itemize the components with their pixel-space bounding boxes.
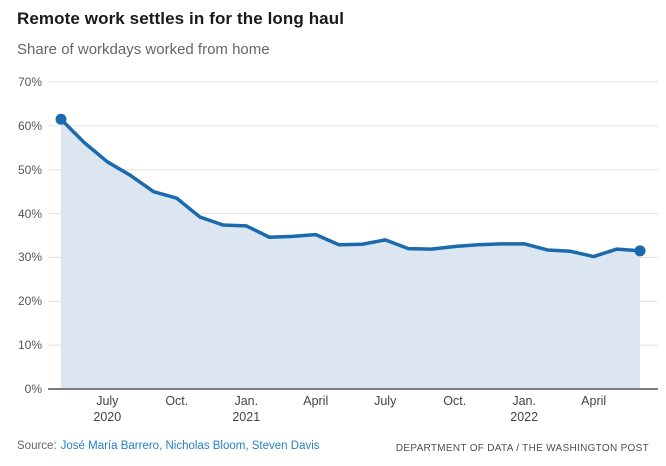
chart-title: Remote work settles in for the long haul xyxy=(17,9,345,28)
y-axis-tick-label: 30% xyxy=(17,250,42,265)
area-fill xyxy=(61,119,640,390)
x-tick-month: April xyxy=(303,394,329,408)
x-axis-tick-label: Jan. 2021 xyxy=(211,393,281,425)
x-tick-year: 2020 xyxy=(93,410,122,424)
source-link[interactable]: José María Barrero xyxy=(60,440,160,452)
x-tick-month: April xyxy=(581,394,607,408)
x-tick-month: Oct. xyxy=(165,394,189,408)
x-axis-tick-label: July xyxy=(350,393,420,409)
y-axis-tick-label: 40% xyxy=(17,206,42,221)
x-axis-tick-label: Oct. xyxy=(420,393,490,409)
x-axis-tick-label: Jan. 2022 xyxy=(489,393,559,425)
x-axis-tick-label: April xyxy=(559,393,629,409)
x-tick-month: July xyxy=(96,394,119,408)
endpoint-marker xyxy=(634,245,646,257)
source-label: Source: xyxy=(17,440,57,452)
source-separator: , xyxy=(159,440,166,452)
x-tick-year: 2022 xyxy=(510,410,539,424)
source-line: Source: José María Barrero, Nicholas Bloo… xyxy=(17,440,320,452)
x-tick-month: Oct. xyxy=(443,394,467,408)
chart-subtitle: Share of workdays worked from home xyxy=(17,41,270,58)
source-link[interactable]: Steven Davis xyxy=(251,440,320,452)
source-authors: José María Barrero, Nicholas Bloom, Stev… xyxy=(61,440,320,452)
trend-line xyxy=(59,117,642,259)
y-axis-tick-label: 50% xyxy=(17,162,42,177)
x-axis-tick-label: Oct. xyxy=(142,393,212,409)
source-link[interactable]: Nicholas Bloom xyxy=(165,440,246,452)
x-axis-tick-label: July 2020 xyxy=(72,393,142,425)
y-axis-tick-label: 10% xyxy=(17,338,42,353)
y-axis-tick-label: 0% xyxy=(24,382,42,396)
x-axis-tick-label: April xyxy=(281,393,351,409)
x-tick-month: Jan. xyxy=(512,394,536,408)
y-axis-tick-label: 70% xyxy=(17,75,42,89)
attribution: DEPARTMENT OF DATA / THE WASHINGTON POST xyxy=(395,443,649,454)
x-tick-year: 2021 xyxy=(232,410,261,424)
x-tick-month: July xyxy=(374,394,397,408)
y-axis-tick-label: 60% xyxy=(17,118,42,133)
x-tick-month: Jan. xyxy=(234,394,259,408)
endpoint-marker xyxy=(55,113,67,125)
source-separator: , xyxy=(245,440,252,452)
y-axis-tick-label: 20% xyxy=(17,294,42,309)
